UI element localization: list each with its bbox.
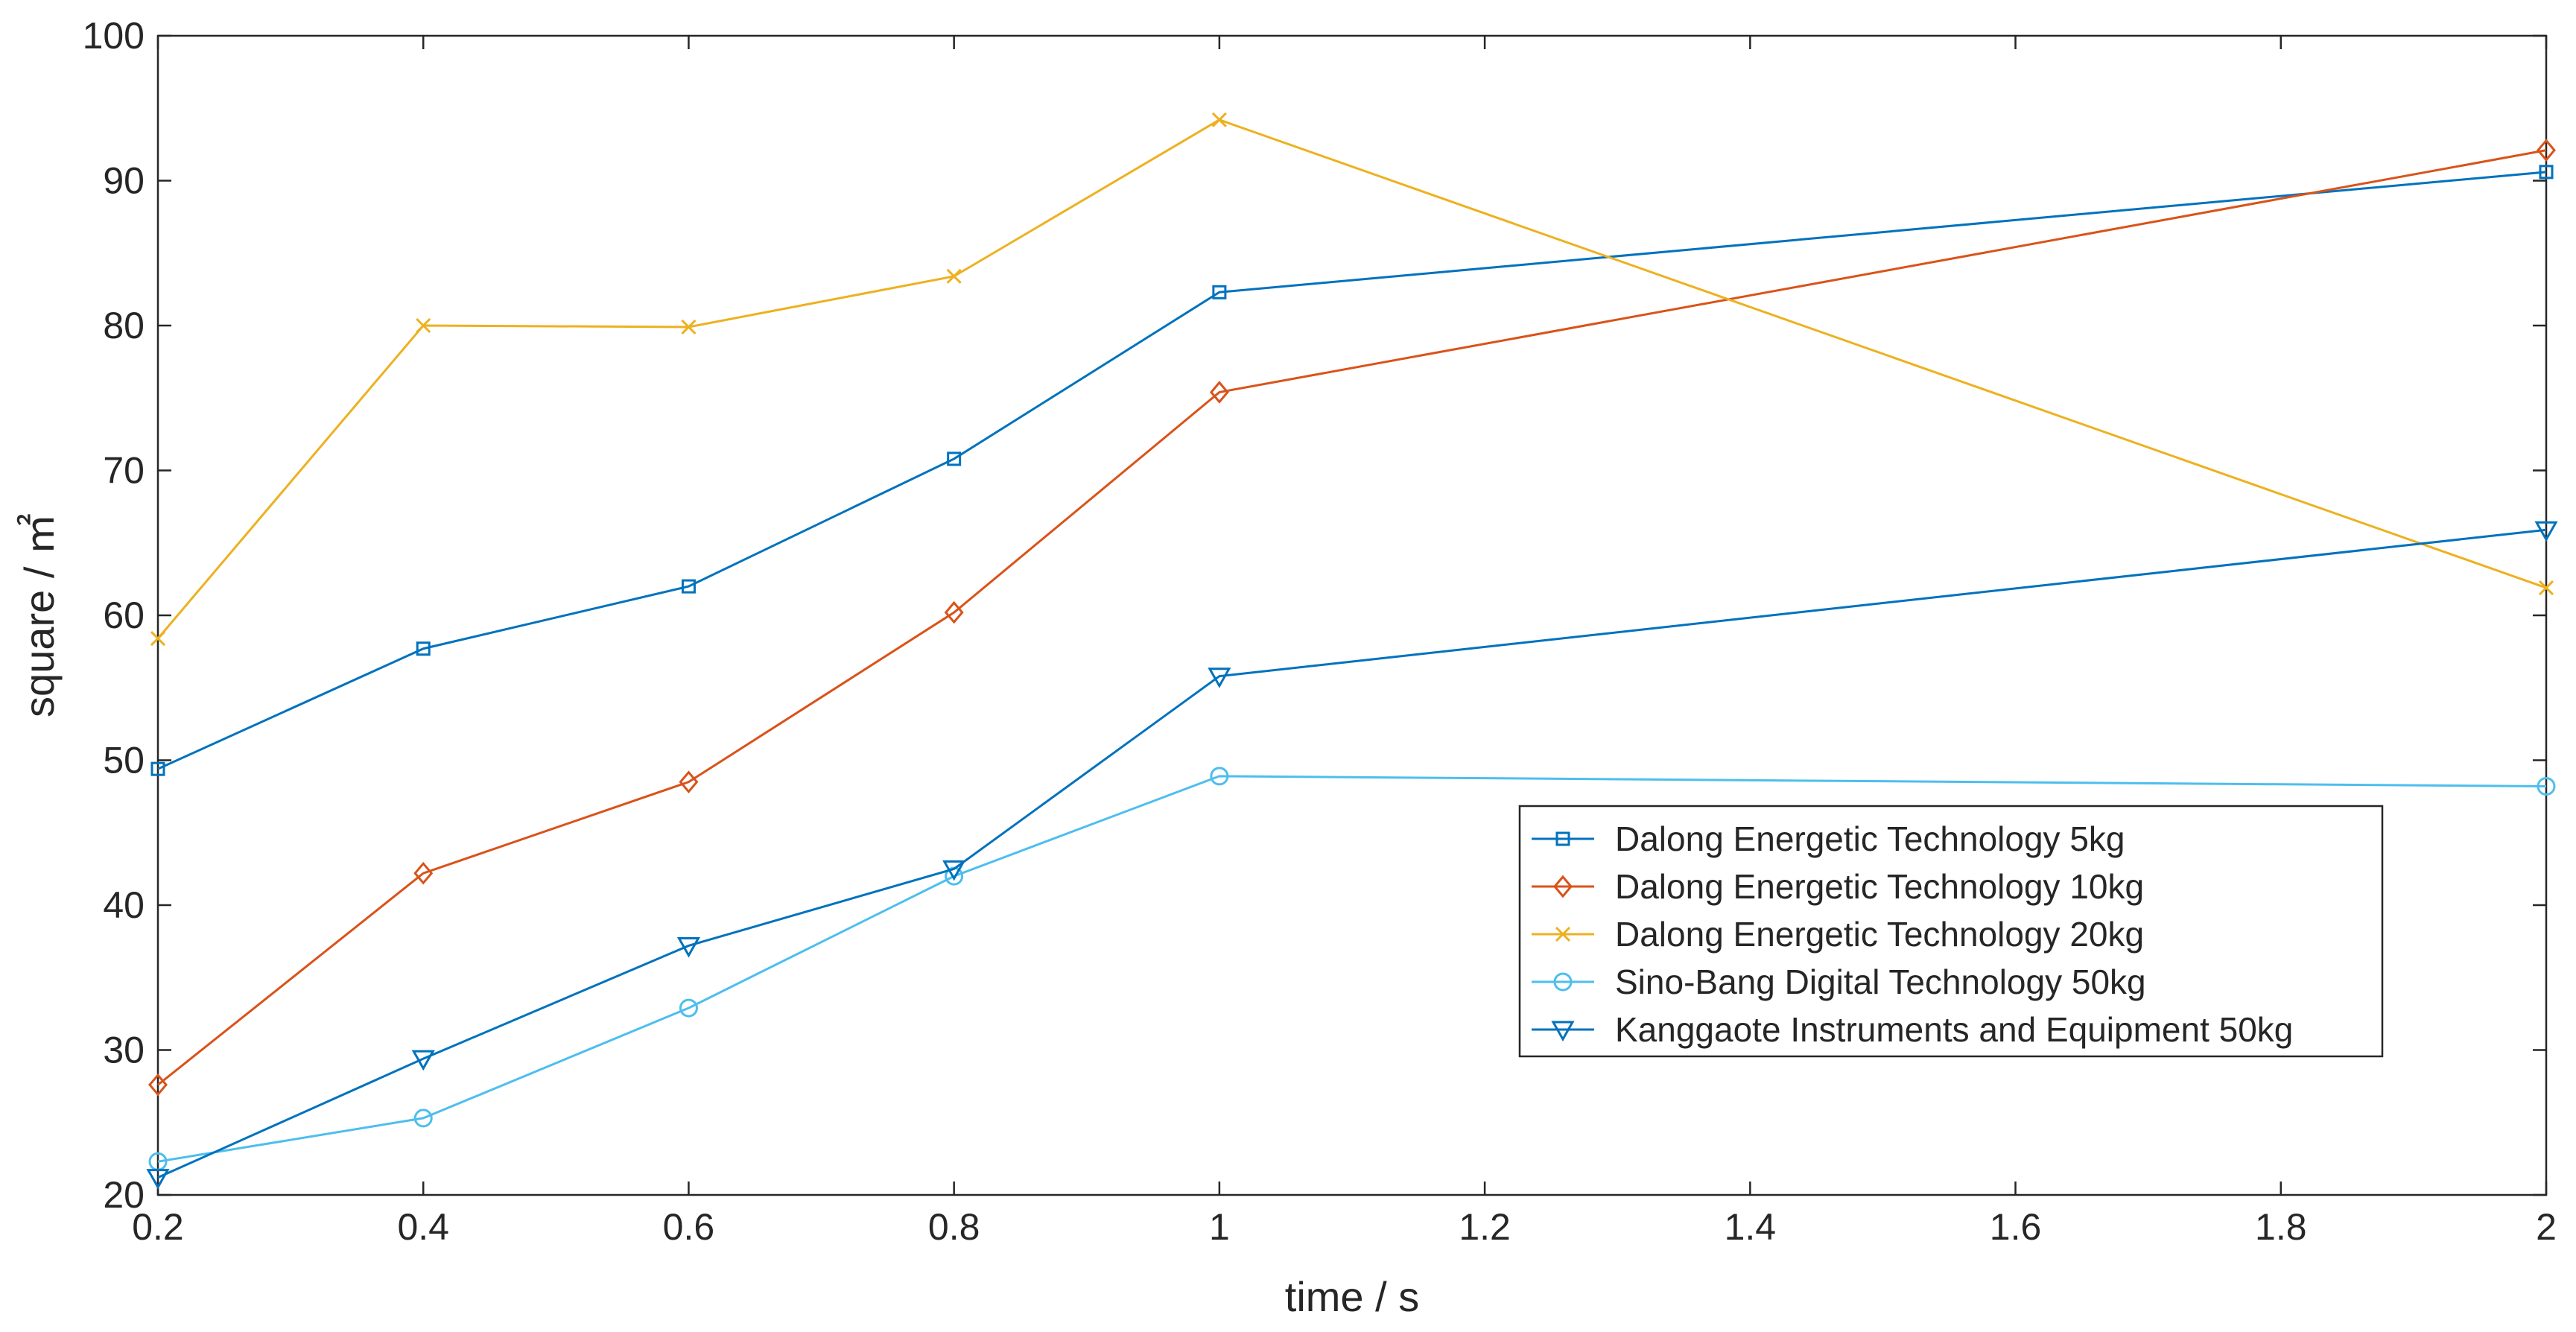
data-point [413, 861, 434, 885]
series-line [156, 118, 2547, 640]
series-line [157, 528, 2547, 1179]
data-point [146, 1169, 170, 1190]
legend-label: Dalong Energetic Technology 20kg [1615, 915, 2144, 954]
legend-marker [1555, 831, 1570, 846]
legend-label: Dalong Energetic Technology 5kg [1615, 819, 2125, 858]
data-point [413, 1109, 433, 1128]
x-tick-label: 1 [1209, 1206, 1230, 1248]
x-tick-label: 1.8 [2255, 1206, 2307, 1248]
series-line [157, 149, 2547, 1086]
series-3 [150, 112, 2554, 647]
data-point [1209, 381, 1229, 404]
y-tick-label: 100 [83, 15, 145, 57]
data-point [942, 860, 966, 881]
data-point [946, 268, 962, 284]
y-tick-label: 80 [103, 305, 145, 346]
data-point [150, 761, 165, 776]
data-point [2537, 777, 2556, 796]
data-point [148, 1073, 168, 1097]
y-axis-label: square / ㎡ [16, 513, 63, 717]
legend-marker [1551, 1021, 1575, 1042]
data-point [947, 451, 962, 466]
y-tick-label: 70 [103, 450, 145, 492]
legend-label: Kanggaote Instruments and Equipment 50kg [1615, 1010, 2293, 1049]
x-axis-label: time / s [1285, 1273, 1419, 1320]
data-point [681, 579, 696, 594]
data-point [676, 936, 701, 958]
data-point [411, 1050, 435, 1071]
data-point [679, 770, 699, 793]
y-tick-label: 20 [103, 1174, 145, 1216]
series-layer [146, 112, 2558, 1190]
legend: Dalong Energetic Technology 5kg Dalong En… [1518, 805, 2384, 1058]
data-point [1211, 112, 1227, 127]
series-4 [148, 767, 2556, 1171]
x-tick-label: 0.6 [663, 1206, 715, 1248]
legend-label: Dalong Energetic Technology 10kg [1615, 867, 2144, 906]
data-point [1208, 667, 1231, 688]
legend-marker [1553, 972, 1573, 992]
data-point [1210, 767, 1229, 786]
x-tick-label: 1.2 [1459, 1206, 1511, 1248]
series-line [157, 775, 2547, 1163]
data-point [2538, 580, 2554, 596]
data-point [2539, 165, 2554, 180]
x-tick-label: 0.4 [397, 1206, 449, 1248]
legend-entry: Dalong Energetic Technology 10kg [1532, 867, 2144, 906]
series-2 [148, 139, 2556, 1097]
data-point [944, 600, 964, 624]
x-tick-label: 0.2 [132, 1206, 184, 1248]
data-point [679, 998, 698, 1018]
legend-marker [1555, 926, 1571, 942]
legend-entry: Dalong Energetic Technology 20kg [1532, 915, 2144, 954]
y-tick-label: 50 [103, 740, 145, 781]
x-tick-label: 2 [2536, 1206, 2557, 1248]
data-point [681, 319, 697, 335]
data-point [1212, 285, 1227, 299]
x-tick-label: 1.6 [1990, 1206, 2042, 1248]
legend-entry: Sino-Bang Digital Technology 50kg [1532, 962, 2146, 1001]
series-1 [150, 165, 2554, 776]
data-point [150, 631, 166, 647]
x-axis: 0.2 0.4 0.6 0.8 1 1.2 1.4 1.6 1.8 2 [132, 36, 2557, 1248]
y-tick-label: 60 [103, 594, 145, 636]
legend-marker [1553, 875, 1573, 898]
data-point [2534, 521, 2558, 542]
series-5 [146, 521, 2558, 1190]
y-tick-label: 40 [103, 884, 145, 926]
y-tick-label: 30 [103, 1030, 145, 1071]
x-tick-label: 0.8 [928, 1206, 980, 1248]
data-point [416, 317, 431, 334]
legend-label: Sino-Bang Digital Technology 50kg [1615, 962, 2146, 1001]
y-tick-label: 90 [103, 160, 145, 202]
series-line [157, 171, 2547, 770]
legend-box [1518, 805, 2384, 1058]
x-tick-label: 1.4 [1725, 1206, 1777, 1248]
data-point [416, 641, 431, 656]
legend-entry: Dalong Energetic Technology 5kg [1532, 819, 2125, 858]
y-axis: 20 30 40 50 60 70 80 90 100 [83, 15, 2546, 1216]
legend-entry: Kanggaote Instruments and Equipment 50kg [1532, 1010, 2293, 1049]
data-point [2537, 139, 2556, 162]
